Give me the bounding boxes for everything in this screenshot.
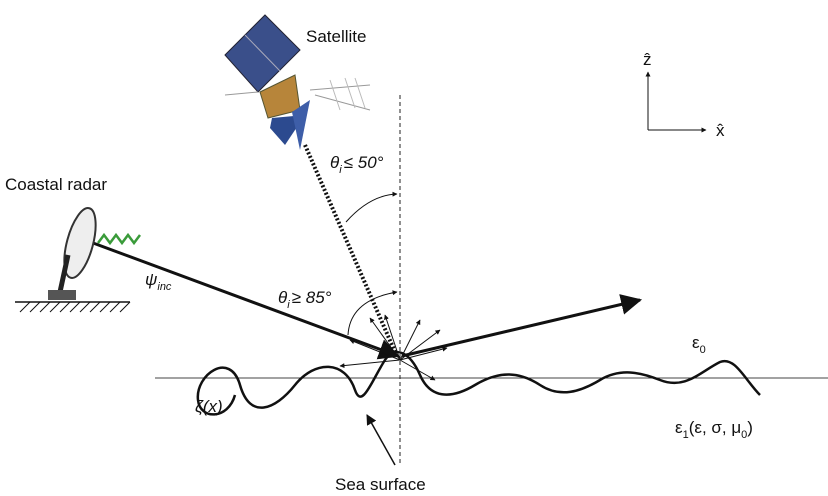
surface-label: Sea surface xyxy=(335,475,426,494)
angle-arc xyxy=(347,290,398,336)
surface-symbol: ζ(x) xyxy=(195,397,223,416)
angle-symbol: θ xyxy=(330,153,340,172)
angle-label: θi ≥ 85° xyxy=(278,288,332,311)
reflected-beam xyxy=(401,294,643,358)
incidence-symbol: ψ xyxy=(145,270,157,289)
incident-beam xyxy=(84,238,400,360)
angle-relation: ≤ 50° xyxy=(344,153,384,172)
medium-args-sub: 0 xyxy=(741,429,747,441)
upper-medium: ε0 xyxy=(692,333,706,356)
satellite-beam xyxy=(303,144,397,353)
medium-sub: 0 xyxy=(700,344,706,356)
angle-relation: ≥ 85° xyxy=(292,288,332,307)
medium-symbol: ε xyxy=(675,418,683,437)
surface-pointer xyxy=(366,414,396,466)
angle-symbol: θ xyxy=(278,288,288,307)
sea-surface xyxy=(196,350,761,416)
satellite-icon xyxy=(224,14,371,150)
medium-sub: 1 xyxy=(683,429,689,441)
radar-label: Coastal radar xyxy=(5,175,107,194)
medium-symbol: ε xyxy=(692,333,700,352)
angle-sub: i xyxy=(287,299,290,311)
lower-medium: ε1(ε, σ, μ0) xyxy=(675,418,753,441)
x-axis-label: x̂ xyxy=(716,121,725,140)
incidence-label: ψinc xyxy=(145,270,172,293)
medium-args: (ε, σ, μ xyxy=(689,418,741,437)
angle-sub: i xyxy=(339,164,342,176)
radar-icon xyxy=(15,207,141,313)
scatter-arrows xyxy=(339,314,448,381)
angle-label: θi ≤ 50° xyxy=(330,153,384,176)
incidence-sub: inc xyxy=(157,281,172,293)
satellite-label: Satellite xyxy=(306,27,366,46)
angle-arc xyxy=(345,191,398,223)
z-axis-label: ẑ xyxy=(643,50,652,69)
medium-close: ) xyxy=(747,418,753,437)
